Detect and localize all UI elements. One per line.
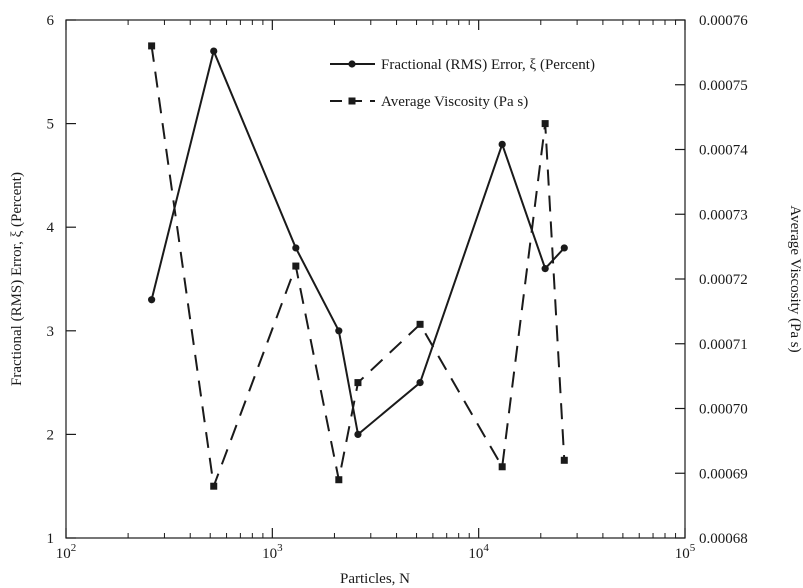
- y-left-tick-label: 2: [47, 427, 55, 443]
- x-axis-title: Particles, N: [340, 571, 410, 587]
- data-point-viscosity: [541, 120, 549, 128]
- data-point-viscosity: [292, 262, 300, 270]
- data-point-error: [416, 379, 424, 387]
- series-line-viscosity: [150, 45, 566, 487]
- x-tick-label: 104: [468, 542, 489, 562]
- data-point-viscosity: [416, 320, 424, 328]
- y-axis-title-left: Fractional (RMS) Error, ξ (Percent): [9, 172, 25, 386]
- y-right-tick-label: 0.00074: [699, 143, 748, 159]
- y-right-tick-label: 0.00073: [699, 207, 748, 223]
- y-axis-title-right: Average Viscosity (Pa s): [787, 205, 803, 352]
- data-point-viscosity: [498, 463, 506, 471]
- tick-marks: [65, 19, 686, 539]
- data-point-error: [498, 140, 506, 148]
- data-point-error: [541, 265, 549, 273]
- y-right-tick-label: 0.00069: [699, 466, 748, 482]
- data-point-viscosity: [210, 482, 218, 490]
- data-point-error: [354, 430, 362, 438]
- data-point-viscosity: [354, 379, 362, 387]
- legend-label-viscosity: Average Viscosity (Pa s): [381, 94, 528, 110]
- x-tick-label: 102: [56, 542, 77, 562]
- data-point-viscosity: [148, 42, 156, 50]
- legend-label-error: Fractional (RMS) Error, ξ (Percent): [381, 57, 595, 73]
- data-point-viscosity: [560, 456, 568, 464]
- data-point-viscosity: [335, 476, 343, 484]
- legend-marker-error: [348, 60, 356, 68]
- y-right-tick-label: 0.00076: [699, 13, 748, 29]
- legend: Fractional (RMS) Error, ξ (Percent) Aver…: [330, 57, 595, 110]
- data-point-error: [335, 327, 343, 335]
- y-right-tick-label: 0.00068: [699, 531, 748, 547]
- legend-marker-viscosity: [348, 97, 356, 105]
- y-left-tick-label: 1: [47, 531, 55, 547]
- series-layer: [148, 42, 568, 490]
- data-point-error: [292, 244, 300, 252]
- y-right-tick-label: 0.00071: [699, 337, 748, 353]
- y-left-tick-label: 4: [47, 220, 55, 236]
- data-point-error: [210, 47, 218, 55]
- y-right-tick-label: 0.00072: [699, 272, 748, 288]
- x-tick-label: 103: [262, 542, 283, 562]
- data-point-error: [560, 244, 568, 252]
- x-tick-label: 105: [675, 542, 696, 562]
- y-left-tick-label: 6: [47, 13, 55, 29]
- tick-labels: 102 103 104 105 1 2 3 4 5 6 0.00068 0.00069 0.00070 0…: [47, 13, 749, 562]
- y-left-tick-label: 5: [47, 117, 55, 133]
- y-left-tick-label: 3: [47, 324, 55, 340]
- data-point-error: [148, 296, 156, 304]
- y-right-tick-label: 0.00075: [699, 78, 748, 94]
- y-right-tick-label: 0.00070: [699, 402, 748, 418]
